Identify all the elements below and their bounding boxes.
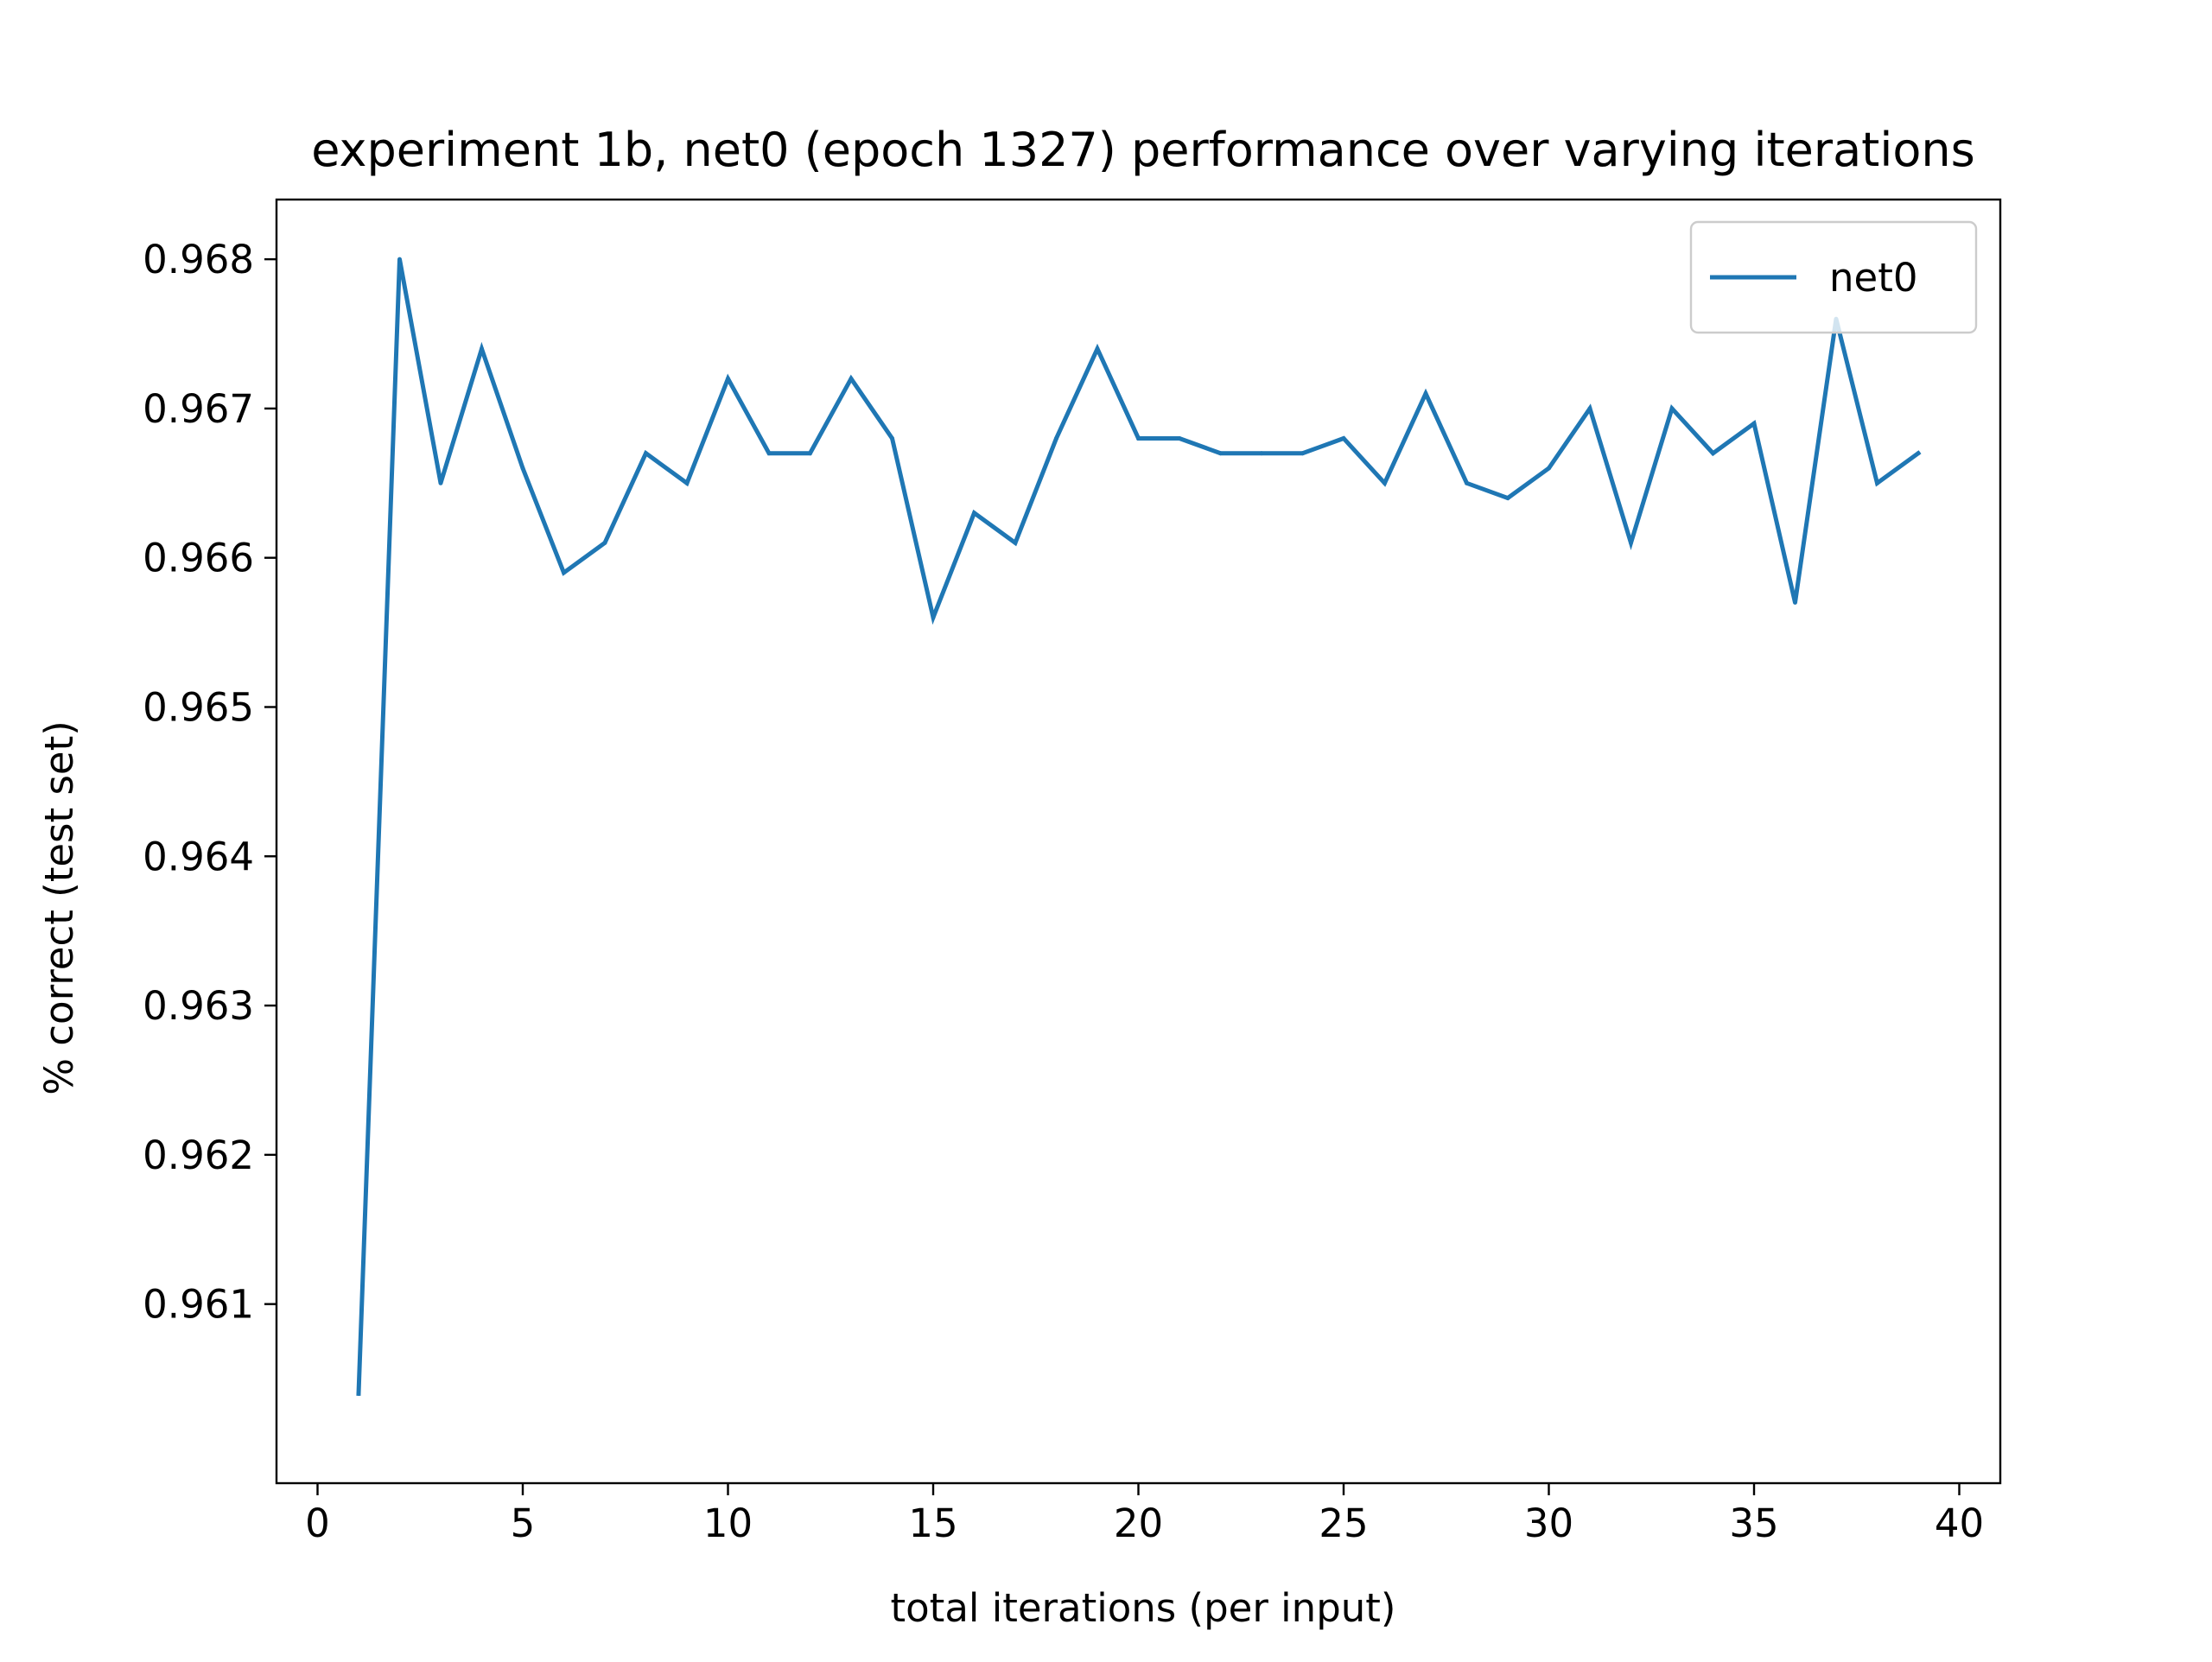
data-point-31 — [1587, 406, 1592, 411]
legend: net0 — [1689, 220, 1978, 334]
y-tick-label-0.962: 0.962 — [143, 1132, 254, 1178]
plot-area: 0 5 10 15 20 25 30 35 40 0.961 0.962 0.963 0.964 0.96… — [143, 198, 2002, 1546]
y-tick-label-0.963: 0.963 — [143, 983, 254, 1029]
data-point-7 — [602, 540, 607, 545]
data-point-35 — [1751, 421, 1757, 426]
x-tick-label-10: 10 — [703, 1500, 753, 1546]
data-point-9 — [684, 480, 690, 485]
data-point-25 — [1341, 435, 1346, 441]
data-point-22 — [1218, 451, 1223, 456]
data-point-34 — [1711, 451, 1715, 456]
data-point-29 — [1505, 496, 1510, 501]
y-tick-label-0.967: 0.967 — [143, 386, 254, 432]
y-tick-label-0.961: 0.961 — [143, 1282, 254, 1328]
x-axis-label: total iterations (per input) — [891, 1585, 1396, 1631]
y-tick-label-0.965: 0.965 — [143, 684, 254, 730]
x-tick-label-40: 40 — [1935, 1500, 1984, 1546]
data-point-10 — [726, 376, 730, 381]
data-point-33 — [1669, 406, 1675, 411]
x-tick-label-30: 30 — [1524, 1500, 1573, 1546]
data-point-20 — [1136, 435, 1141, 441]
data-point-13 — [849, 376, 854, 381]
data-point-17 — [1013, 540, 1018, 545]
x-tick-label-35: 35 — [1729, 1500, 1778, 1546]
data-point-6 — [562, 570, 566, 575]
x-tick-label-15: 15 — [908, 1500, 957, 1546]
data-point-23 — [1259, 451, 1264, 456]
legend-label-net0: net0 — [1829, 255, 1917, 301]
y-tick-label-0.966: 0.966 — [143, 536, 254, 581]
data-point-12 — [808, 451, 812, 456]
legend-box — [1689, 220, 1978, 334]
data-point-32 — [1629, 540, 1633, 545]
data-point-24 — [1300, 451, 1305, 456]
data-point-38 — [1875, 480, 1879, 485]
data-point-18 — [1054, 435, 1058, 441]
data-point-19 — [1095, 346, 1100, 352]
data-point-36 — [1793, 600, 1797, 606]
y-tick-label-0.964: 0.964 — [143, 834, 254, 879]
data-point-28 — [1465, 480, 1469, 485]
data-point-4 — [480, 346, 484, 352]
chart-title: experiment 1b, net0 (epoch 1327) perform… — [311, 123, 1975, 177]
data-point-1 — [356, 1391, 361, 1396]
data-point-30 — [1547, 466, 1551, 471]
x-tick-label-20: 20 — [1114, 1500, 1163, 1546]
data-point-2 — [397, 257, 402, 262]
y-tick-label-0.968: 0.968 — [143, 237, 254, 282]
data-point-5 — [520, 466, 525, 471]
data-point-39 — [1916, 451, 1921, 456]
data-point-21 — [1177, 435, 1182, 441]
y-axis-label: % correct (test set) — [36, 720, 82, 1095]
data-point-8 — [644, 451, 648, 456]
data-point-15 — [931, 615, 936, 620]
x-tick-label-0: 0 — [305, 1500, 330, 1546]
data-point-27 — [1423, 391, 1428, 396]
data-point-14 — [890, 435, 894, 441]
data-point-3 — [438, 480, 443, 485]
data-point-11 — [766, 451, 772, 456]
x-tick-label-25: 25 — [1319, 1500, 1368, 1546]
data-point-26 — [1382, 480, 1387, 485]
x-tick-label-5: 5 — [511, 1500, 536, 1546]
data-point-16 — [972, 511, 976, 516]
